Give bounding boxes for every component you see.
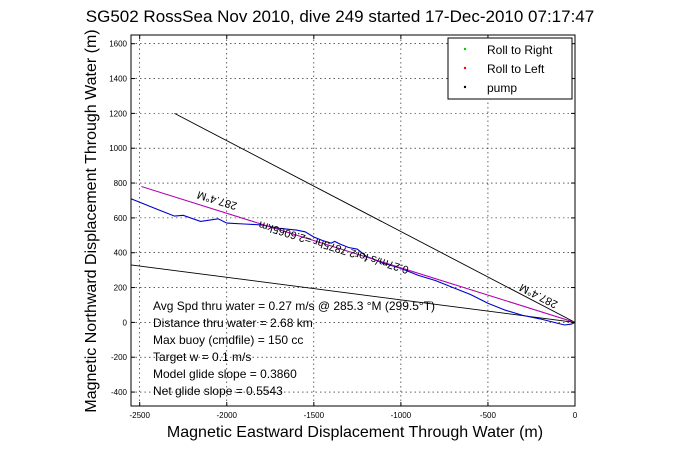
x-tick-label: -500 — [480, 411, 497, 420]
series-heading-line — [141, 186, 576, 323]
tick-layer: -2500 -2000 -1500 -1000 -500 0-400-2000200400… — [109, 35, 578, 420]
y-tick-label: -400 — [111, 388, 128, 397]
info-line: Distance thru water = 2.68 km — [153, 316, 313, 330]
legend-box — [447, 37, 573, 100]
info-line: Max buoy (cmdfile) = 150 cc — [153, 333, 303, 347]
y-tick-label: 1400 — [109, 75, 127, 84]
y-tick-label: 200 — [114, 284, 128, 293]
x-axis-label: Magnetic Eastward Displacement Through W… — [167, 424, 543, 441]
info-line: Net glide slope = 0.5543 — [153, 384, 283, 398]
legend-marker — [463, 85, 467, 89]
info-line: Target w = 0.1 m/s — [153, 350, 251, 364]
x-tick-label: -1500 — [304, 411, 325, 420]
x-tick-label: 0 — [573, 411, 578, 420]
legend-label: Roll to Left — [487, 62, 545, 76]
series-track — [130, 198, 576, 326]
y-tick-label: 1600 — [109, 40, 127, 49]
axes-frame — [130, 34, 576, 407]
chart-title: SG502 RossSea Nov 2010, dive 249 started… — [86, 7, 594, 26]
legend-marker — [463, 66, 467, 70]
series-line-low — [130, 264, 576, 323]
series-line-top — [174, 113, 576, 323]
y-tick-label: 1200 — [109, 109, 127, 118]
y-tick-label: 400 — [114, 249, 128, 258]
y-axis-label: Magnetic Northward Displacement Through … — [83, 29, 100, 412]
grid — [131, 35, 576, 406]
series-layer — [130, 113, 576, 326]
info-line: Avg Spd thru water = 0.27 m/s @ 285.3 °M… — [153, 299, 435, 313]
y-tick-label: 800 — [114, 179, 128, 188]
x-tick-label: -2000 — [217, 411, 238, 420]
y-tick-label: 600 — [114, 214, 128, 223]
y-tick-label: 0 — [123, 318, 128, 327]
x-tick-label: -2500 — [129, 411, 150, 420]
legend-label: Roll to Right — [487, 43, 553, 57]
legend-label: pump — [487, 81, 517, 95]
info-box: Avg Spd thru water = 0.27 m/s @ 285.3 °M… — [153, 299, 435, 398]
info-line: Model glide slope = 0.3860 — [153, 367, 297, 381]
y-tick-label: 1000 — [109, 144, 127, 153]
x-tick-label: -1000 — [391, 411, 412, 420]
legend: Roll to Right Roll to Left pump — [447, 37, 573, 100]
legend-marker — [463, 47, 467, 51]
y-tick-label: -200 — [111, 353, 128, 362]
